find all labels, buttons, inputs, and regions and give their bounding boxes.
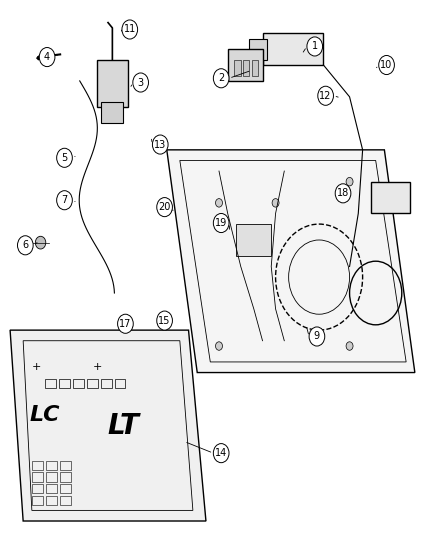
Text: 19: 19 xyxy=(215,218,227,228)
Text: 5: 5 xyxy=(61,153,67,163)
Circle shape xyxy=(122,20,138,39)
Circle shape xyxy=(215,199,223,207)
Circle shape xyxy=(213,214,229,232)
Circle shape xyxy=(335,184,351,203)
Bar xyxy=(32,496,43,505)
Text: 13: 13 xyxy=(154,140,166,150)
Bar xyxy=(46,472,57,482)
Text: 1: 1 xyxy=(312,42,318,52)
Circle shape xyxy=(379,55,394,75)
Bar xyxy=(32,484,43,494)
Circle shape xyxy=(272,199,279,207)
Text: 9: 9 xyxy=(314,332,320,342)
Bar xyxy=(60,472,71,482)
Text: 3: 3 xyxy=(138,77,144,87)
Text: +: + xyxy=(32,362,41,372)
Circle shape xyxy=(57,148,72,167)
Bar xyxy=(46,484,57,494)
Circle shape xyxy=(57,191,72,210)
Bar xyxy=(59,379,70,389)
Polygon shape xyxy=(167,150,415,373)
Bar xyxy=(228,49,262,81)
Circle shape xyxy=(346,177,353,186)
Bar xyxy=(371,182,410,214)
Text: 7: 7 xyxy=(61,195,67,205)
Circle shape xyxy=(318,86,333,106)
Text: 4: 4 xyxy=(44,52,50,62)
Circle shape xyxy=(133,73,148,92)
Text: 2: 2 xyxy=(218,73,224,83)
Text: 17: 17 xyxy=(119,319,131,329)
Bar xyxy=(87,379,98,389)
Circle shape xyxy=(215,342,223,350)
Bar xyxy=(102,102,123,123)
Bar xyxy=(115,379,125,389)
Bar xyxy=(60,461,71,470)
Bar xyxy=(250,38,267,60)
Bar xyxy=(101,379,112,389)
Polygon shape xyxy=(10,330,206,521)
Text: LT: LT xyxy=(107,411,139,440)
Bar xyxy=(262,33,323,65)
Circle shape xyxy=(309,327,325,346)
Circle shape xyxy=(18,236,33,255)
Text: 12: 12 xyxy=(319,91,332,101)
Bar xyxy=(237,224,271,256)
Text: 11: 11 xyxy=(124,25,136,35)
Circle shape xyxy=(35,236,46,249)
Text: 15: 15 xyxy=(159,316,171,326)
Bar xyxy=(60,484,71,494)
Text: 10: 10 xyxy=(381,60,393,70)
Circle shape xyxy=(213,69,229,88)
Circle shape xyxy=(307,37,322,56)
Bar xyxy=(32,472,43,482)
Text: +: + xyxy=(92,362,102,372)
Text: 20: 20 xyxy=(159,202,171,212)
Text: 6: 6 xyxy=(22,240,28,251)
Circle shape xyxy=(117,314,133,333)
Bar xyxy=(46,461,57,470)
Bar xyxy=(60,496,71,505)
Circle shape xyxy=(157,311,173,330)
Bar xyxy=(243,60,250,76)
Text: LC: LC xyxy=(30,405,60,425)
Circle shape xyxy=(152,135,168,154)
Bar xyxy=(73,379,84,389)
Bar xyxy=(97,60,127,108)
Bar xyxy=(32,461,43,470)
Circle shape xyxy=(346,342,353,350)
Text: 18: 18 xyxy=(337,188,349,198)
Text: 14: 14 xyxy=(215,448,227,458)
Bar xyxy=(45,379,56,389)
Bar xyxy=(46,496,57,505)
Bar xyxy=(252,60,258,76)
Circle shape xyxy=(213,443,229,463)
Circle shape xyxy=(39,47,55,67)
Bar xyxy=(234,60,241,76)
Circle shape xyxy=(157,198,173,216)
